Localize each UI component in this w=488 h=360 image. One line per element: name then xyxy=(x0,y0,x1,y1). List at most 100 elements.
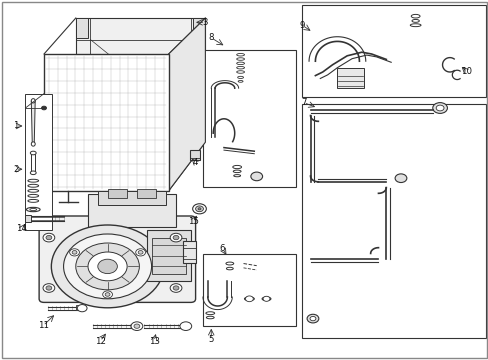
Bar xyxy=(76,305,81,310)
Text: 15: 15 xyxy=(187,217,198,226)
Circle shape xyxy=(170,233,182,242)
Text: 1: 1 xyxy=(13,122,19,130)
Circle shape xyxy=(198,208,201,210)
Bar xyxy=(137,189,156,198)
Bar xyxy=(193,18,205,38)
Ellipse shape xyxy=(28,179,39,182)
Circle shape xyxy=(263,296,269,301)
Circle shape xyxy=(309,316,315,321)
Bar xyxy=(193,122,205,142)
Text: 14: 14 xyxy=(17,224,27,233)
Circle shape xyxy=(435,105,443,111)
Circle shape xyxy=(77,305,87,312)
Circle shape xyxy=(245,296,253,302)
Ellipse shape xyxy=(225,262,233,265)
Bar xyxy=(25,215,31,222)
Ellipse shape xyxy=(28,194,39,197)
Circle shape xyxy=(170,284,182,292)
Circle shape xyxy=(195,206,203,212)
Bar xyxy=(31,153,35,173)
Bar xyxy=(302,5,485,97)
Text: 5: 5 xyxy=(208,335,214,343)
Ellipse shape xyxy=(233,175,240,177)
Circle shape xyxy=(88,252,127,281)
Text: 4: 4 xyxy=(192,158,198,167)
Ellipse shape xyxy=(30,151,36,155)
Text: 9: 9 xyxy=(299,21,304,30)
Circle shape xyxy=(192,204,206,214)
Text: 2: 2 xyxy=(13,165,19,174)
Ellipse shape xyxy=(28,199,39,202)
Circle shape xyxy=(41,106,46,110)
Bar xyxy=(107,189,127,198)
FancyBboxPatch shape xyxy=(39,216,195,302)
Circle shape xyxy=(63,234,151,299)
Polygon shape xyxy=(168,18,205,191)
Bar xyxy=(76,18,88,38)
Bar xyxy=(151,238,185,274)
Circle shape xyxy=(136,249,145,256)
Bar xyxy=(76,122,88,142)
Circle shape xyxy=(43,233,55,242)
Circle shape xyxy=(394,174,406,183)
Text: 3: 3 xyxy=(202,18,208,27)
Ellipse shape xyxy=(262,297,270,301)
Bar xyxy=(203,50,295,187)
Ellipse shape xyxy=(205,312,214,315)
Ellipse shape xyxy=(28,184,39,187)
Ellipse shape xyxy=(30,208,37,211)
Ellipse shape xyxy=(30,171,36,175)
Bar xyxy=(183,241,195,263)
Ellipse shape xyxy=(244,297,254,301)
Bar xyxy=(337,68,364,88)
Polygon shape xyxy=(31,101,35,144)
Ellipse shape xyxy=(28,189,39,192)
Ellipse shape xyxy=(410,14,419,18)
Bar xyxy=(88,194,176,227)
Circle shape xyxy=(46,286,52,290)
Ellipse shape xyxy=(206,316,214,319)
Ellipse shape xyxy=(26,207,40,212)
Text: 10: 10 xyxy=(461,68,471,77)
Ellipse shape xyxy=(236,53,244,56)
Circle shape xyxy=(134,324,140,328)
Circle shape xyxy=(43,284,55,292)
Text: 8: 8 xyxy=(208,33,214,42)
Ellipse shape xyxy=(31,99,35,103)
Circle shape xyxy=(98,259,117,274)
Circle shape xyxy=(173,235,179,240)
Bar xyxy=(146,230,190,281)
Ellipse shape xyxy=(226,267,233,270)
Circle shape xyxy=(76,243,139,290)
Bar xyxy=(302,104,485,338)
Ellipse shape xyxy=(233,170,241,172)
Text: 13: 13 xyxy=(148,337,159,346)
Circle shape xyxy=(72,251,77,254)
Circle shape xyxy=(180,322,191,330)
Bar xyxy=(25,94,52,230)
Bar xyxy=(98,191,166,205)
Bar xyxy=(76,18,205,142)
Ellipse shape xyxy=(411,19,418,22)
Text: 12: 12 xyxy=(95,337,105,346)
Circle shape xyxy=(131,322,142,330)
Text: 11: 11 xyxy=(38,321,48,330)
Ellipse shape xyxy=(236,62,244,64)
Text: 6: 6 xyxy=(219,244,225,253)
Circle shape xyxy=(250,172,262,181)
Bar xyxy=(189,150,200,160)
Ellipse shape xyxy=(238,81,243,82)
Ellipse shape xyxy=(236,66,244,69)
Circle shape xyxy=(102,291,112,298)
Bar xyxy=(203,254,295,326)
Bar xyxy=(44,54,168,191)
Circle shape xyxy=(138,251,143,254)
Circle shape xyxy=(46,235,52,240)
Ellipse shape xyxy=(31,142,35,146)
Circle shape xyxy=(432,103,447,113)
Circle shape xyxy=(51,225,163,308)
Circle shape xyxy=(173,286,179,290)
Circle shape xyxy=(105,293,110,296)
Ellipse shape xyxy=(237,76,243,78)
Circle shape xyxy=(69,249,79,256)
